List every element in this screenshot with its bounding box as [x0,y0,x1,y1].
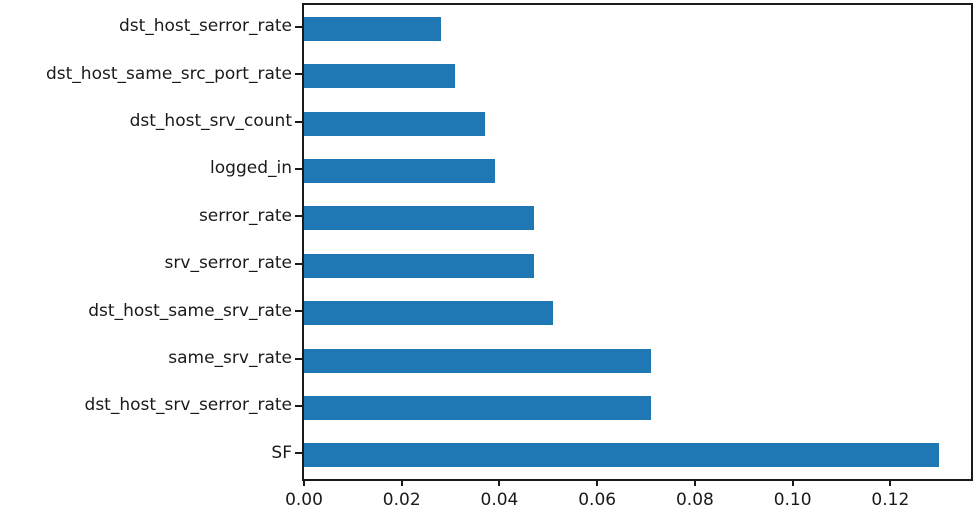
x-tick-label: 0.08 [675,490,714,510]
x-tick-mark [791,479,794,486]
bar-row [304,147,971,194]
y-tick-mark [295,310,302,313]
x-tick-mark [303,479,305,486]
y-label-row: serror_rate [0,193,302,240]
bar-row [304,384,971,431]
bar-row [304,337,971,384]
bar-row [304,289,971,336]
y-label-row: srv_serror_rate [0,240,302,287]
bar-dst_host_srv_serror_rate [304,395,651,420]
bar-same_srv_rate [304,348,651,373]
x-tick-label: 0.06 [578,490,617,510]
y-tick-mark [295,357,302,360]
bar-logged_in [304,158,495,183]
x-tick-label: 0.00 [285,490,323,510]
x-tick-label: 0.12 [871,490,910,510]
x-axis: 0.00 0.02 0.04 0.06 0.08 0.10 0.12 [285,479,971,524]
bar-SF [304,443,940,468]
bar-row [304,100,971,147]
plot-area [302,3,973,481]
y-tick-mark [295,73,302,76]
bar-row [304,195,971,242]
x-tick-mark [596,479,599,486]
y-tick-label: same_srv_rate [168,348,292,369]
bar-dst_host_same_src_port_rate [304,64,456,89]
x-tick-label: 0.02 [382,490,421,510]
y-label-row: dst_host_serror_rate [0,3,302,50]
x-tick-mark [693,479,696,486]
y-tick-label: SF [271,442,292,463]
y-tick-label: dst_host_serror_rate [118,16,292,37]
y-label-row: dst_host_same_srv_rate [0,287,302,334]
y-tick-label: dst_host_same_src_port_rate [45,63,292,84]
y-tick-mark [295,25,302,28]
bar-row [304,242,971,289]
bar-row [304,432,971,479]
x-tick-mark [400,479,403,486]
x-tick-label: 0.10 [773,490,812,510]
y-tick-mark [295,215,302,218]
y-tick-mark [295,120,302,123]
x-tick-mark [889,479,892,486]
y-label-row: same_srv_rate [0,335,302,382]
bar-serror_rate [304,206,534,231]
bar-row [304,52,971,99]
y-tick-label: dst_host_same_srv_rate [88,300,292,321]
x-tick-label: 0.04 [480,490,519,510]
y-tick-label: serror_rate [198,205,292,226]
bar-srv_serror_rate [304,253,534,278]
x-tick-mark [498,479,501,486]
y-tick-mark [295,167,302,170]
bar-dst_host_same_srv_rate [304,301,554,326]
y-label-row: dst_host_srv_count [0,98,302,145]
y-axis-labels: dst_host_serror_rate dst_host_same_src_po… [0,3,302,477]
y-tick-label: dst_host_srv_count [129,111,292,132]
y-label-row: dst_host_same_src_port_rate [0,50,302,97]
bar-dst_host_serror_rate [304,16,441,41]
y-tick-mark [295,262,302,265]
y-tick-mark [295,404,302,407]
y-tick-label: srv_serror_rate [164,253,292,274]
y-tick-label: dst_host_srv_serror_rate [84,395,292,416]
y-tick-mark [295,452,302,455]
bar-dst_host_srv_count [304,111,485,136]
bar-row [304,5,971,52]
y-label-row: logged_in [0,145,302,192]
y-tick-label: logged_in [210,158,292,179]
y-label-row: dst_host_srv_serror_rate [0,382,302,429]
y-label-row: SF [0,430,302,477]
